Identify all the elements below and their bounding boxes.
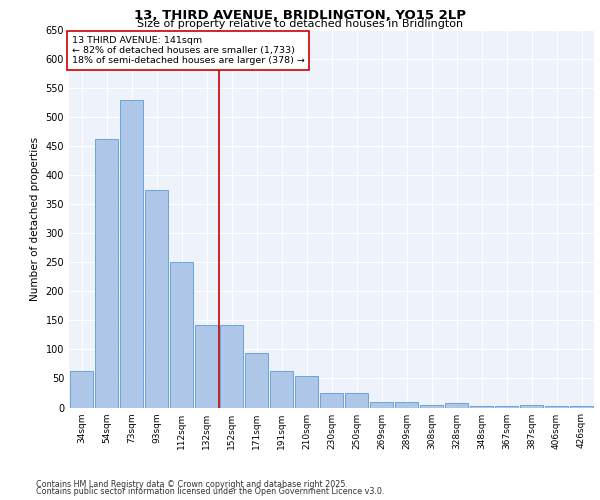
Bar bbox=[345, 393, 368, 407]
Bar bbox=[495, 406, 518, 407]
Bar bbox=[320, 393, 343, 407]
Text: 13 THIRD AVENUE: 141sqm
← 82% of detached houses are smaller (1,733)
18% of semi: 13 THIRD AVENUE: 141sqm ← 82% of detache… bbox=[71, 36, 305, 66]
Bar bbox=[520, 404, 543, 407]
Bar bbox=[445, 403, 468, 407]
Bar bbox=[295, 376, 318, 408]
Bar bbox=[120, 100, 143, 407]
Bar bbox=[170, 262, 193, 408]
Bar bbox=[195, 325, 218, 407]
Bar bbox=[420, 404, 443, 407]
Text: Contains HM Land Registry data © Crown copyright and database right 2025.: Contains HM Land Registry data © Crown c… bbox=[36, 480, 348, 489]
Bar bbox=[245, 354, 268, 408]
Bar bbox=[370, 402, 393, 407]
Bar bbox=[95, 139, 118, 407]
Bar bbox=[70, 372, 93, 408]
Bar bbox=[570, 406, 593, 408]
Text: Size of property relative to detached houses in Bridlington: Size of property relative to detached ho… bbox=[137, 19, 463, 29]
Bar bbox=[145, 190, 168, 408]
Text: 13, THIRD AVENUE, BRIDLINGTON, YO15 2LP: 13, THIRD AVENUE, BRIDLINGTON, YO15 2LP bbox=[134, 9, 466, 22]
Bar bbox=[220, 325, 243, 407]
Text: Contains public sector information licensed under the Open Government Licence v3: Contains public sector information licen… bbox=[36, 487, 385, 496]
Bar bbox=[470, 406, 493, 407]
Bar bbox=[395, 402, 418, 407]
Bar bbox=[545, 406, 568, 408]
Y-axis label: Number of detached properties: Number of detached properties bbox=[30, 136, 40, 301]
Bar bbox=[270, 371, 293, 408]
